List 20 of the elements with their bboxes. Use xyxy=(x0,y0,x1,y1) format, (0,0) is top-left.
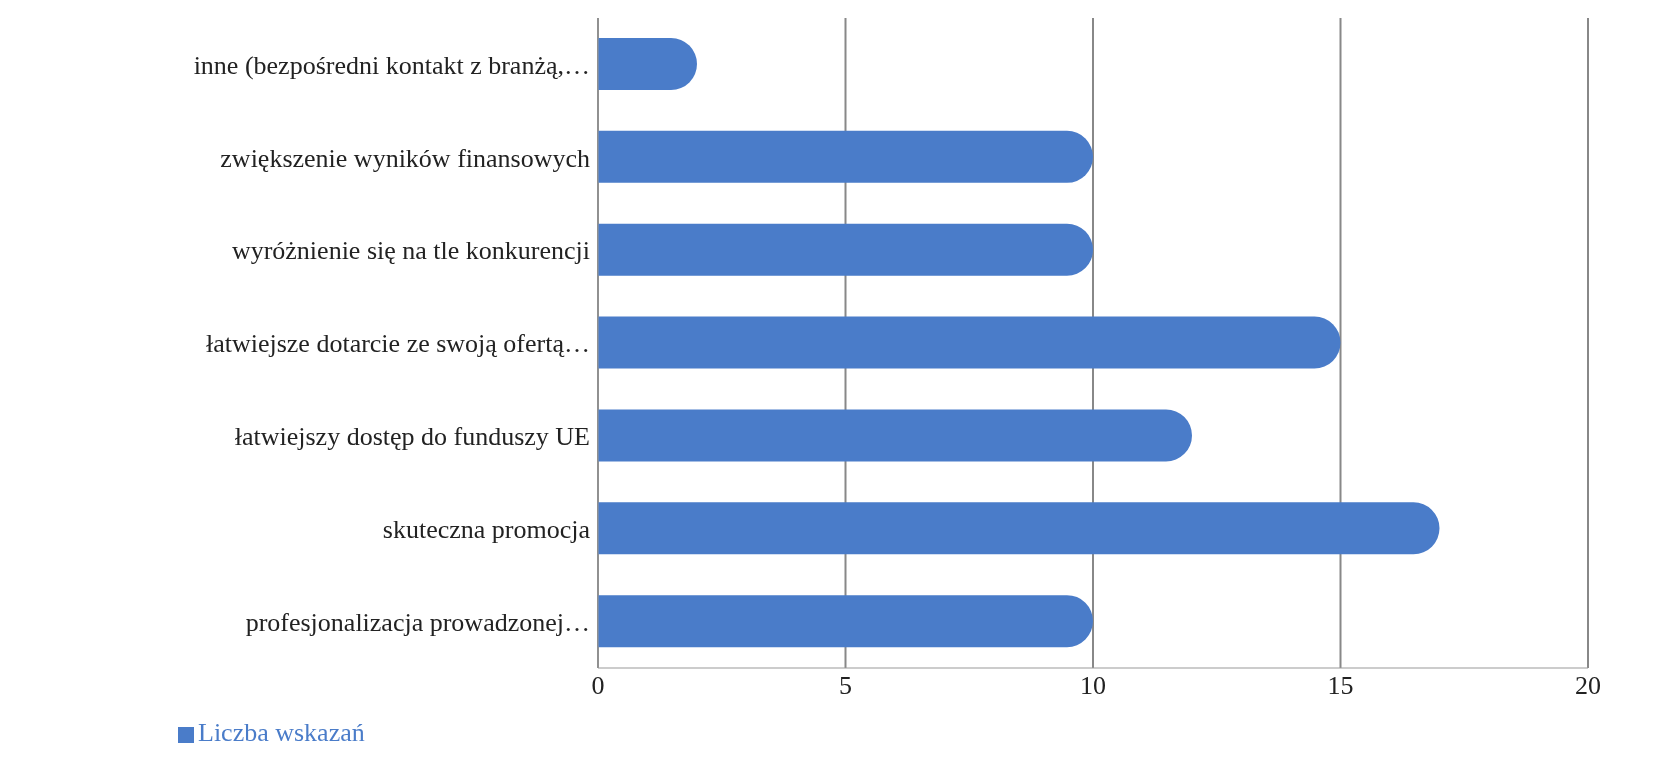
legend-label: Liczba wskazań xyxy=(198,718,365,747)
y-tick-label: łatwiejsze dotarcie ze swoją ofertą… xyxy=(205,329,590,359)
bar xyxy=(598,595,1093,648)
y-tick-label: zwiększenie wyników finansowych xyxy=(220,143,590,173)
bar xyxy=(598,316,1341,369)
bar xyxy=(598,38,697,90)
x-tick-label: 10 xyxy=(1080,671,1106,701)
bar xyxy=(598,223,1093,276)
y-tick-label: łatwiejszy dostęp do funduszy UE xyxy=(234,422,590,452)
y-tick-label: inne (bezpośredni kontakt z branżą,… xyxy=(193,50,590,80)
x-tick-label: 5 xyxy=(839,671,852,701)
bar xyxy=(598,409,1192,462)
y-tick-label: wyróżnienie się na tle konkurencji xyxy=(231,236,590,266)
x-tick-label: 20 xyxy=(1575,671,1601,701)
bar xyxy=(598,130,1093,183)
x-tick-label: 15 xyxy=(1327,671,1354,701)
x-tick-label: 0 xyxy=(591,671,605,701)
y-tick-label: skuteczna promocja xyxy=(382,514,591,544)
y-tick-label: profesjonalizacja prowadzonej… xyxy=(245,607,590,637)
bar xyxy=(598,502,1440,555)
